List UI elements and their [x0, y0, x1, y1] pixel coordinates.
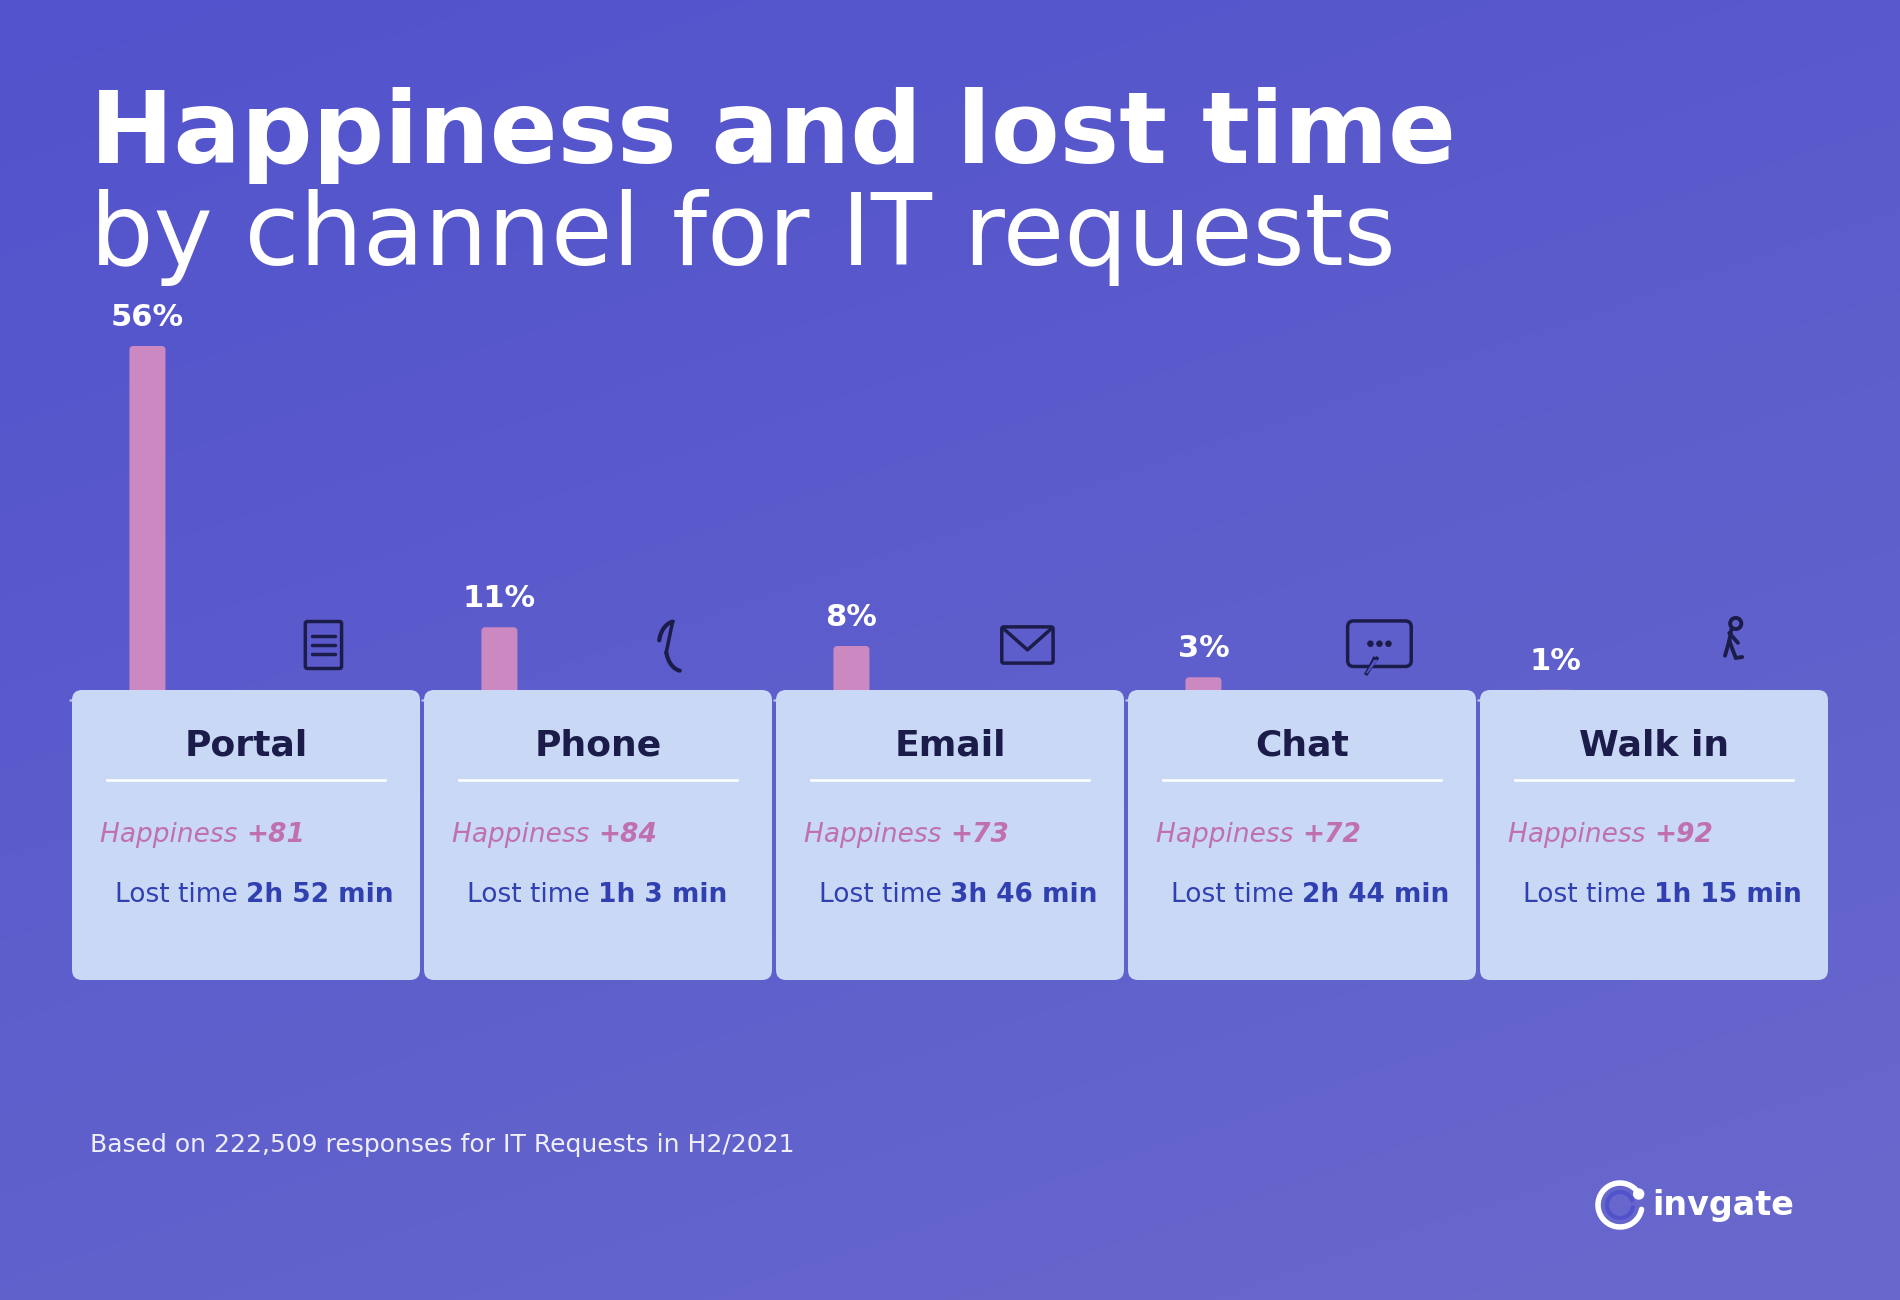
Text: Based on 222,509 responses for IT Requests in H2/2021: Based on 222,509 responses for IT Reques…: [89, 1134, 794, 1157]
Circle shape: [1385, 641, 1391, 646]
Text: +92: +92: [1655, 822, 1714, 848]
Text: +72: +72: [1302, 822, 1360, 848]
Text: 8%: 8%: [825, 603, 878, 632]
FancyBboxPatch shape: [129, 346, 165, 705]
Text: +84: +84: [598, 822, 657, 848]
Text: Chat: Chat: [1256, 728, 1349, 762]
Text: Lost time: Lost time: [1170, 881, 1302, 907]
Text: Happiness: Happiness: [1509, 822, 1655, 848]
FancyBboxPatch shape: [1129, 690, 1476, 980]
Text: invgate: invgate: [1651, 1188, 1794, 1222]
Text: Phone: Phone: [534, 728, 661, 762]
Text: Lost time: Lost time: [819, 881, 950, 907]
Text: Happiness: Happiness: [1157, 822, 1302, 848]
Text: Happiness: Happiness: [101, 822, 245, 848]
Text: Lost time: Lost time: [1524, 881, 1655, 907]
FancyBboxPatch shape: [1186, 677, 1222, 705]
Text: Walk in: Walk in: [1579, 728, 1729, 762]
Text: Email: Email: [895, 728, 1005, 762]
Text: +81: +81: [245, 822, 304, 848]
Text: +73: +73: [950, 822, 1009, 848]
Text: Lost time: Lost time: [467, 881, 598, 907]
Text: Happiness and lost time: Happiness and lost time: [89, 87, 1455, 183]
Text: 1h 15 min: 1h 15 min: [1655, 881, 1801, 907]
FancyBboxPatch shape: [481, 628, 517, 705]
FancyBboxPatch shape: [1537, 690, 1573, 705]
Text: 2h 44 min: 2h 44 min: [1302, 881, 1450, 907]
Circle shape: [1368, 641, 1374, 646]
Text: 3h 46 min: 3h 46 min: [950, 881, 1098, 907]
Text: 2h 52 min: 2h 52 min: [245, 881, 393, 907]
Text: Happiness: Happiness: [452, 822, 598, 848]
Text: 3%: 3%: [1178, 634, 1229, 663]
Polygon shape: [1366, 660, 1378, 673]
FancyBboxPatch shape: [1480, 690, 1828, 980]
Circle shape: [1634, 1190, 1644, 1199]
Text: 11%: 11%: [464, 584, 536, 614]
Text: Happiness: Happiness: [804, 822, 950, 848]
Text: 56%: 56%: [110, 303, 184, 332]
FancyBboxPatch shape: [424, 690, 771, 980]
Circle shape: [1378, 641, 1381, 646]
Text: Lost time: Lost time: [114, 881, 245, 907]
FancyBboxPatch shape: [72, 690, 420, 980]
Text: Portal: Portal: [184, 728, 308, 762]
Text: 1%: 1%: [1530, 647, 1581, 676]
Text: by channel for IT requests: by channel for IT requests: [89, 188, 1396, 286]
FancyBboxPatch shape: [775, 690, 1125, 980]
Text: 1h 3 min: 1h 3 min: [598, 881, 728, 907]
FancyBboxPatch shape: [834, 646, 870, 705]
